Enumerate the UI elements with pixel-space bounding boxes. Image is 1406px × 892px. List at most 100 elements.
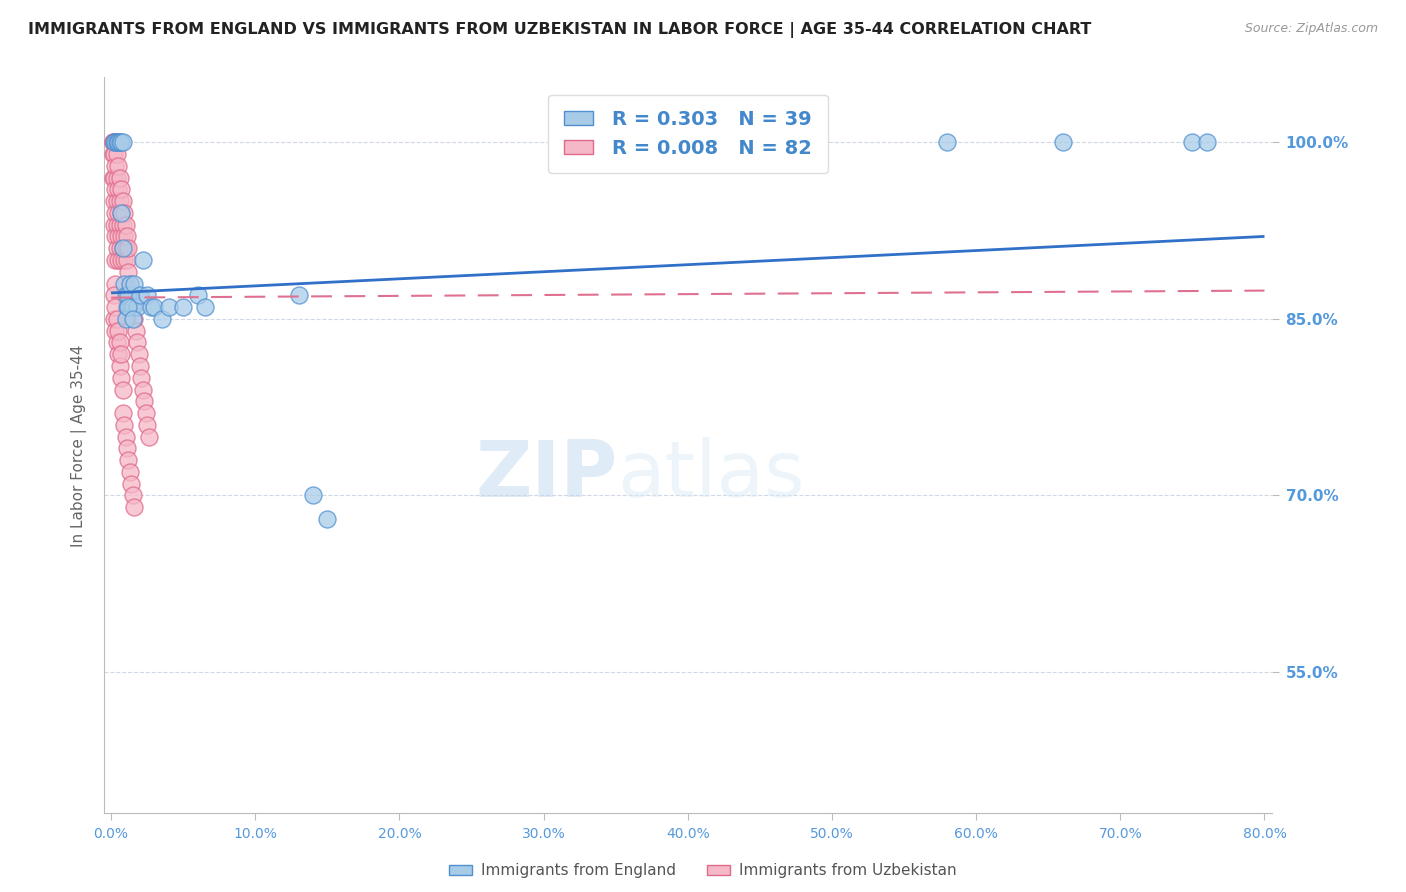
Point	[104, 206, 127, 220]
Point	[111, 135, 134, 149]
Point	[115, 300, 138, 314]
Point	[129, 288, 152, 302]
Point	[107, 324, 129, 338]
Point	[104, 277, 127, 291]
Point	[105, 311, 128, 326]
Point	[104, 135, 127, 149]
Point	[107, 229, 129, 244]
Point	[172, 300, 194, 314]
Legend: R = 0.303   N = 39, R = 0.008   N = 82: R = 0.303 N = 39, R = 0.008 N = 82	[548, 95, 828, 173]
Point	[112, 252, 135, 267]
Point	[104, 229, 127, 244]
Point	[1195, 135, 1218, 149]
Point	[112, 417, 135, 432]
Point	[117, 288, 139, 302]
Point	[105, 147, 128, 161]
Point	[125, 335, 148, 350]
Point	[131, 370, 153, 384]
Point	[103, 170, 125, 185]
Point	[138, 429, 160, 443]
Y-axis label: In Labor Force | Age 35-44: In Labor Force | Age 35-44	[72, 344, 87, 547]
Point	[105, 335, 128, 350]
Point	[104, 300, 127, 314]
Point	[101, 135, 124, 149]
Point	[105, 135, 128, 149]
Point	[287, 288, 309, 302]
Point	[104, 135, 127, 149]
Point	[107, 347, 129, 361]
Point	[120, 288, 142, 302]
Point	[117, 453, 139, 467]
Point	[111, 241, 134, 255]
Point	[120, 476, 142, 491]
Point	[107, 252, 129, 267]
Point	[104, 252, 127, 267]
Point	[110, 206, 132, 220]
Point	[114, 241, 136, 255]
Point	[117, 265, 139, 279]
Point	[117, 300, 139, 314]
Point	[101, 147, 124, 161]
Point	[136, 417, 159, 432]
Point	[316, 512, 339, 526]
Point	[111, 406, 134, 420]
Point	[187, 288, 209, 302]
Point	[1181, 135, 1204, 149]
Point	[124, 324, 146, 338]
Point	[125, 300, 148, 314]
Point	[115, 252, 138, 267]
Point	[134, 394, 156, 409]
Point	[118, 277, 141, 291]
Point	[122, 277, 145, 291]
Point	[1052, 135, 1074, 149]
Point	[302, 488, 325, 502]
Point	[135, 406, 157, 420]
Point	[110, 135, 132, 149]
Point	[122, 311, 145, 326]
Point	[111, 241, 134, 255]
Point	[121, 300, 143, 314]
Point	[110, 347, 132, 361]
Point	[111, 194, 134, 208]
Point	[132, 383, 155, 397]
Point	[110, 206, 132, 220]
Point	[105, 170, 128, 185]
Point	[122, 500, 145, 515]
Point	[128, 347, 150, 361]
Point	[110, 252, 132, 267]
Point	[103, 311, 125, 326]
Text: atlas: atlas	[617, 437, 806, 513]
Point	[110, 182, 132, 196]
Point	[115, 442, 138, 456]
Point	[107, 182, 129, 196]
Point	[108, 218, 131, 232]
Point	[110, 229, 132, 244]
Point	[129, 359, 152, 373]
Point	[105, 194, 128, 208]
Point	[101, 170, 124, 185]
Point	[112, 206, 135, 220]
Point	[112, 277, 135, 291]
Point	[114, 218, 136, 232]
Point	[110, 370, 132, 384]
Point	[108, 170, 131, 185]
Point	[114, 288, 136, 302]
Point	[117, 241, 139, 255]
Point	[101, 135, 124, 149]
Point	[194, 300, 217, 314]
Point	[104, 324, 127, 338]
Point	[157, 300, 180, 314]
Point	[103, 135, 125, 149]
Point	[141, 300, 163, 314]
Text: IMMIGRANTS FROM ENGLAND VS IMMIGRANTS FROM UZBEKISTAN IN LABOR FORCE | AGE 35-44: IMMIGRANTS FROM ENGLAND VS IMMIGRANTS FR…	[28, 22, 1091, 38]
Point	[103, 218, 125, 232]
Point	[103, 194, 125, 208]
Point	[103, 288, 125, 302]
Point	[112, 229, 135, 244]
Legend: Immigrants from England, Immigrants from Uzbekistan: Immigrants from England, Immigrants from…	[443, 857, 963, 884]
Point	[114, 311, 136, 326]
Point	[107, 206, 129, 220]
Point	[121, 311, 143, 326]
Point	[108, 194, 131, 208]
Point	[107, 135, 129, 149]
